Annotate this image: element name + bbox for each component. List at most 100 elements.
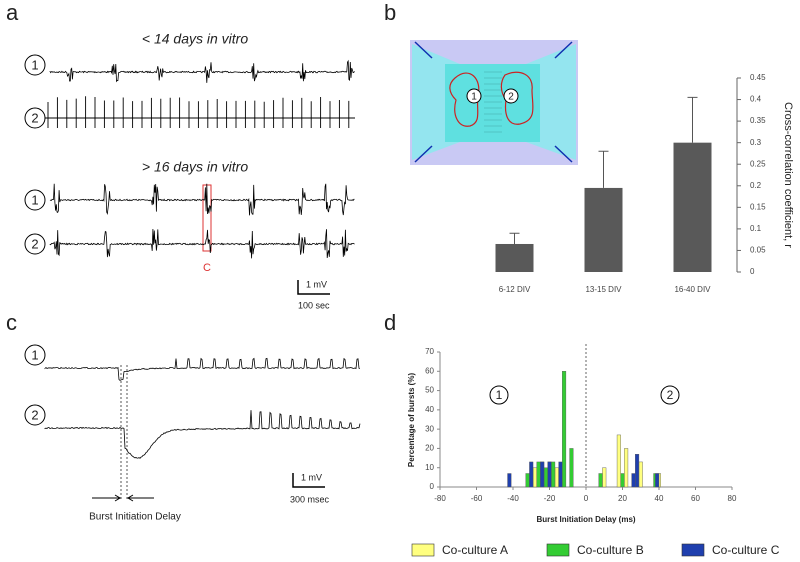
y-tick-label: 0 — [750, 267, 755, 276]
marker-label: C — [203, 262, 211, 274]
y-axis-label: Cross-correlation coefficient, r — [782, 102, 794, 248]
trace-marker — [24, 233, 46, 255]
condition-title: < 14 days in vitro — [142, 31, 248, 47]
annotation: 2 — [667, 388, 674, 402]
bar — [673, 142, 712, 272]
x-tick-label: -20 — [544, 494, 556, 503]
legend-label: Co-culture A — [442, 543, 508, 557]
bar — [540, 461, 545, 488]
bar — [554, 467, 559, 488]
x-tick-label: 80 — [728, 494, 737, 503]
x-tick-label: 16-40 DIV — [674, 285, 711, 294]
error-bar — [509, 232, 520, 244]
annotation-circle — [660, 385, 680, 405]
trace-marker — [24, 404, 46, 426]
bar — [507, 473, 512, 488]
y-tick-label: 0.3 — [750, 138, 762, 147]
bar — [631, 473, 636, 488]
trace — [45, 96, 355, 128]
x-tick-label: 0 — [584, 494, 589, 503]
device-inset — [410, 40, 578, 165]
y-tick-label: 0.45 — [750, 73, 766, 82]
bar — [638, 461, 643, 488]
x-tick-label: 6-12 DIV — [499, 285, 531, 294]
y-tick-label: 0.2 — [750, 181, 762, 190]
y-tick-label: 0.4 — [750, 95, 762, 104]
delay-label: Burst Initiation Delay — [89, 512, 181, 523]
y-tick-label: 50 — [425, 386, 434, 395]
y-tick-label: 10 — [425, 463, 434, 472]
panel-label: b — [384, 0, 396, 25]
trace-label: 1 — [31, 192, 38, 207]
legend-swatch — [681, 543, 705, 557]
bar — [624, 448, 629, 488]
scale-label: 1 mV — [306, 279, 327, 289]
scale-label: 1 mV — [301, 472, 322, 482]
panel-label: d — [384, 310, 396, 335]
trace-marker — [24, 344, 46, 366]
scale-label: 100 sec — [298, 300, 330, 310]
bar — [620, 473, 625, 488]
delay-arrow — [92, 494, 154, 502]
x-tick-label: 20 — [618, 494, 627, 503]
trace-label: 1 — [31, 347, 38, 362]
x-tick-label: 40 — [655, 494, 664, 503]
bar — [562, 371, 567, 488]
bar — [551, 461, 556, 488]
bar — [558, 461, 563, 488]
bar — [532, 467, 537, 488]
legend-swatch — [546, 543, 570, 557]
trace-marker — [24, 189, 46, 211]
panel-label: c — [6, 310, 17, 335]
inset-label: 2 — [508, 92, 514, 103]
bar — [529, 461, 534, 488]
bar — [655, 473, 660, 488]
y-tick-label: 0 — [430, 482, 435, 491]
bar — [543, 467, 548, 488]
bar — [547, 461, 552, 488]
y-tick-label: 60 — [425, 366, 434, 375]
y-tick-label: 0.35 — [750, 116, 766, 125]
legend-label: Co-culture C — [712, 543, 780, 557]
error-bar — [687, 96, 698, 143]
trace-label: 1 — [31, 57, 38, 72]
scale-label: 300 msec — [290, 494, 330, 504]
y-tick-label: 0.25 — [750, 159, 766, 168]
bar — [635, 454, 640, 488]
x-tick-label: 13-15 DIV — [585, 285, 622, 294]
trace — [49, 228, 355, 259]
scale-bar — [292, 473, 325, 488]
annotation: 1 — [496, 388, 503, 402]
x-tick-label: -60 — [471, 494, 483, 503]
y-tick-label: 0.1 — [750, 224, 762, 233]
trace — [49, 183, 355, 216]
y-tick-label: 20 — [425, 444, 434, 453]
x-tick-label: 60 — [691, 494, 700, 503]
error-bar — [598, 150, 609, 188]
trace — [49, 59, 355, 83]
legend-label: Co-culture B — [577, 543, 644, 557]
x-tick-label: -80 — [434, 494, 446, 503]
trace-label: 2 — [31, 110, 38, 125]
panel-label: a — [6, 0, 19, 25]
trace-marker — [24, 54, 46, 76]
annotation-circle — [489, 385, 509, 405]
scale-bar — [297, 280, 330, 295]
inset-label: 1 — [471, 92, 477, 103]
bar — [495, 243, 534, 272]
bar — [569, 448, 574, 488]
trace-label: 2 — [31, 236, 38, 251]
y-tick-label: 40 — [425, 405, 434, 414]
bar — [602, 467, 607, 488]
bar — [536, 461, 541, 488]
bar — [598, 473, 603, 488]
y-tick-label: 0.05 — [750, 246, 766, 255]
x-axis-label: Burst Initiation Delay (ms) — [536, 515, 635, 524]
y-tick-label: 70 — [425, 347, 434, 356]
bar — [584, 187, 623, 272]
bar — [525, 473, 530, 488]
legend-swatch — [411, 543, 435, 557]
x-tick-label: -40 — [507, 494, 519, 503]
condition-title: > 16 days in vitro — [142, 159, 248, 175]
